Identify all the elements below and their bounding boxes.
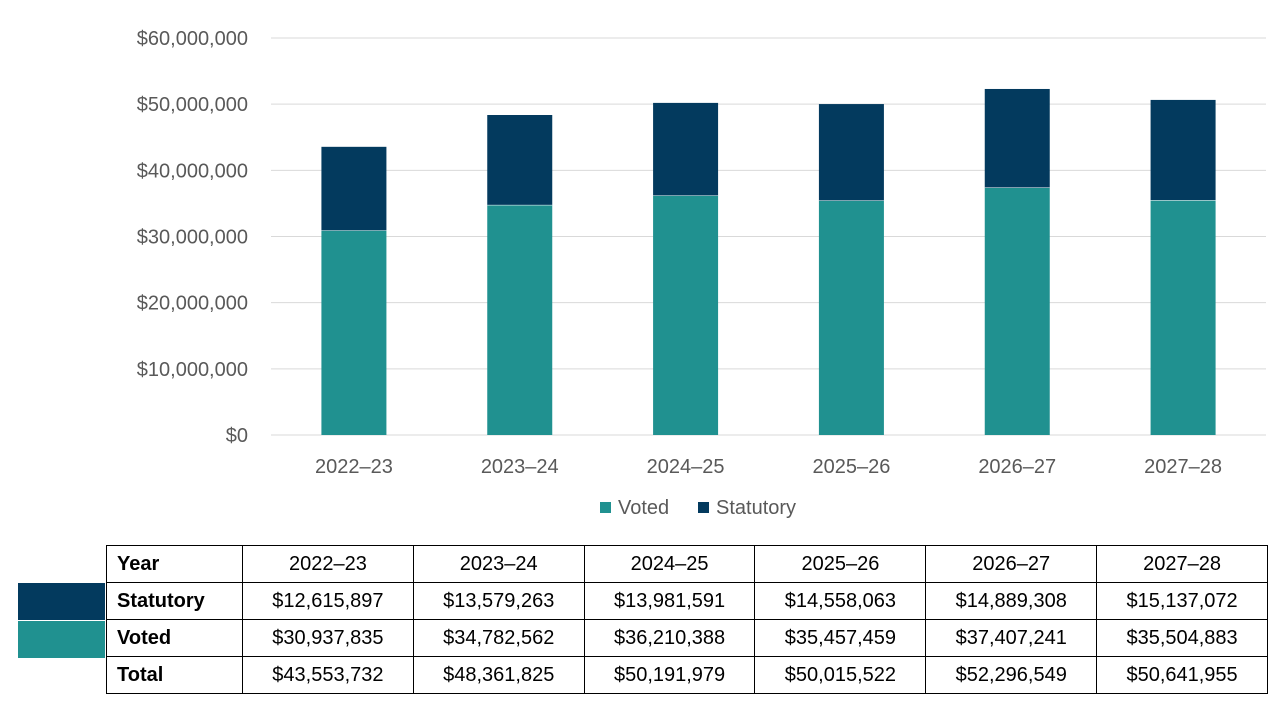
table-cell: $52,296,549 [925, 656, 1098, 694]
table-cell: $15,137,072 [1096, 582, 1268, 620]
table-cell: $14,889,308 [925, 582, 1098, 620]
y-tick-label: $50,000,000 [137, 94, 248, 116]
voted-swatch [18, 621, 105, 658]
x-tick-label: 2027–28 [1144, 456, 1222, 478]
stacked-bar-chart: $0 $10,000,000 $20,000,000 $30,000,000 $40,0… [137, 28, 1266, 519]
bar-voted-2023–24 [487, 204, 553, 435]
table-row-voted: Voted $30,937,835 $34,782,562 $36,210,388 $3… [106, 619, 1268, 657]
y-axis-ticks: $0 $10,000,000 $20,000,000 $30,000,000 $40,0… [137, 28, 248, 447]
bar-statutory-2024–25 [653, 102, 719, 196]
data-table: Year 2022–23 2023–24 2024–25 2025–26 2026–27 2… [106, 545, 1268, 694]
table-cell: 2027–28 [1096, 545, 1268, 583]
y-tick-label: $20,000,000 [137, 293, 248, 315]
legend-label-statutory: Statutory [716, 497, 796, 519]
bar-voted-2027–28 [1150, 200, 1216, 435]
table-cell: $48,361,825 [412, 656, 585, 694]
x-tick-label: 2023–24 [481, 456, 559, 478]
y-tick-label: $10,000,000 [137, 359, 248, 381]
table-cell: $50,015,522 [754, 656, 927, 694]
table-cell: $30,937,835 [242, 619, 414, 657]
table-row-total: Total $43,553,732 $48,361,825 $50,191,979 $5… [106, 656, 1268, 694]
y-tick-label: $0 [226, 425, 248, 447]
table-cell: $14,558,063 [754, 582, 927, 620]
bar-voted-2026–27 [984, 187, 1050, 435]
bar-voted-2025–26 [818, 200, 884, 435]
y-tick-label: $30,000,000 [137, 227, 248, 249]
legend-swatch-statutory [698, 502, 709, 513]
table-cell: 2026–27 [925, 545, 1098, 583]
bar-statutory-2023–24 [487, 115, 553, 205]
bar-statutory-2026–27 [984, 88, 1050, 188]
table-cell: 2022–23 [242, 545, 414, 583]
y-tick-label: $40,000,000 [137, 160, 248, 182]
table-cell: $37,407,241 [925, 619, 1098, 657]
table-cell: $35,457,459 [754, 619, 927, 657]
table-cell: $36,210,388 [583, 619, 756, 657]
bar-voted-2022–23 [321, 230, 387, 435]
bar-statutory-2025–26 [818, 104, 884, 201]
x-tick-label: 2022–23 [315, 456, 393, 478]
statutory-swatch [18, 583, 105, 620]
row-header: Voted [106, 619, 243, 657]
gridlines [271, 37, 1266, 436]
table-cell: 2025–26 [754, 545, 927, 583]
table-cell: $50,641,955 [1096, 656, 1268, 694]
y-tick-label: $60,000,000 [137, 28, 248, 50]
x-axis-ticks: 2022–23 2023–24 2024–25 2025–26 2026–27 2027–… [315, 456, 1222, 478]
legend-label-voted: Voted [618, 497, 669, 519]
table-cell: $13,579,263 [412, 582, 585, 620]
table-cell: $43,553,732 [242, 656, 414, 694]
table-cell: $35,504,883 [1096, 619, 1268, 657]
table-header-row: Year 2022–23 2023–24 2024–25 2025–26 2026–27 2… [106, 545, 1268, 583]
legend: Voted Statutory [600, 497, 796, 519]
x-tick-label: 2026–27 [978, 456, 1056, 478]
row-header: Statutory [106, 582, 243, 620]
table-cell: 2023–24 [412, 545, 585, 583]
table-cell: $34,782,562 [412, 619, 585, 657]
table-cell: 2024–25 [583, 545, 756, 583]
legend-swatch-voted [600, 502, 611, 513]
row-header: Year [106, 545, 243, 583]
bar-statutory-2022–23 [321, 146, 387, 231]
row-header: Total [106, 656, 243, 694]
table-cell: $50,191,979 [583, 656, 756, 694]
bars [321, 88, 1216, 435]
bar-statutory-2027–28 [1150, 99, 1216, 201]
x-tick-label: 2025–26 [812, 456, 890, 478]
bar-voted-2024–25 [653, 195, 719, 435]
x-tick-label: 2024–25 [647, 456, 725, 478]
table-cell: $12,615,897 [242, 582, 414, 620]
table-cell: $13,981,591 [583, 582, 756, 620]
table-row-statutory: Statutory $12,615,897 $13,579,263 $13,981,5… [106, 582, 1268, 620]
